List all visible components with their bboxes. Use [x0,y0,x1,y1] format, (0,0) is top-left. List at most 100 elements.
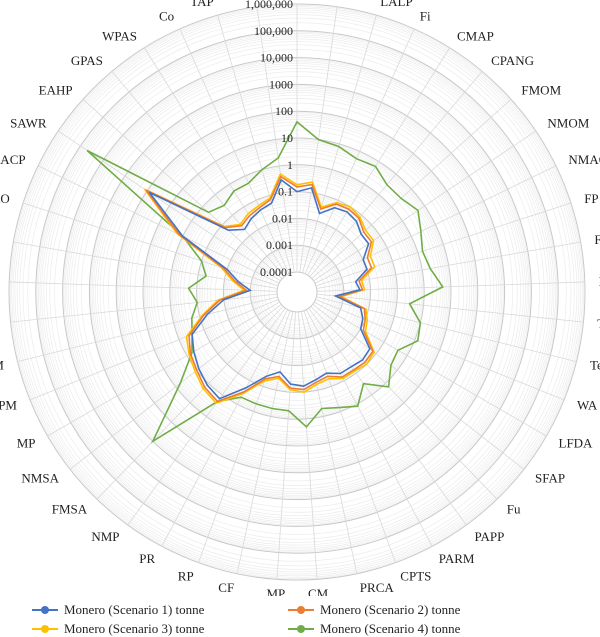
category-label: FMOM [521,82,561,97]
category-label: GPAS [71,53,103,68]
category-label: LALP [380,0,413,9]
tick-label: 100 [275,104,293,118]
category-label: NMAO [568,152,600,167]
category-label: PRCA [360,580,395,595]
category-label: MP [267,586,286,596]
grid-spoke [217,15,292,273]
grid-spoke [37,165,280,284]
series-line-scenario-1 [148,178,371,400]
grid-spoke [144,47,287,276]
grid-spoke [314,165,557,284]
category-label: FPR [594,232,600,247]
grid-spoke [306,309,433,547]
category-label: CPTS [400,568,431,583]
legend-swatch-scenario-4 [288,623,314,635]
tick-label: 100,000 [254,24,293,38]
category-label: Te [590,358,600,373]
grid-spoke [316,293,584,323]
legend-swatch-scenario-2 [288,604,314,616]
category-label: WPAS [102,28,137,43]
grid-spoke [303,310,396,563]
radial-axis-ticks: 0.0001 0.001 0.01 0.1 1 10 100 1000 10,000 100,00… [245,0,293,279]
category-label: NMOM [547,116,589,131]
tick-label: 10,000 [260,51,293,65]
category-label: LFDA [559,436,594,451]
category-labels: CCFoLALPFiCMAPCPANGFMOMNMOMNMAOFPFPRBeTP… [0,0,600,596]
legend-label-scenario-1: Monero (Scenario 1) tonne [64,602,205,617]
grid-spoke [17,296,278,363]
grid-spoke [316,241,581,289]
grid-spoke [311,98,512,279]
legend-item-scenario-1[interactable]: Monero (Scenario 1) tonne [32,602,204,618]
grid-spoke [161,309,288,547]
category-label: IMAO [0,191,10,206]
category-label: FP [584,191,598,206]
grid-spoke [82,98,283,279]
category-label: Be [599,274,600,289]
category-label: GPM [0,398,17,413]
category-label: Fu [507,502,521,517]
category-label: EAHP [39,82,73,97]
category-label: CF [218,580,234,595]
category-label: SAWR [10,116,47,131]
grid-spoke [307,47,450,276]
category-label: TP [597,316,600,331]
tick-label: 1000 [269,77,293,91]
grid-spoke [111,71,285,277]
tick-label: 1 [287,158,293,172]
category-label: PAPP [475,529,505,544]
category-label: PARM [439,551,475,566]
category-label: Co [159,9,174,24]
grid-spoke [312,303,525,470]
legend-item-scenario-2[interactable]: Monero (Scenario 2) tonne [288,602,460,618]
grid-spoke [314,301,547,437]
grid-spoke [308,307,467,526]
grid-spoke [127,307,286,526]
grid-spoke [9,281,278,292]
legend-item-scenario-4[interactable]: Monero (Scenario 4) tonne [288,621,460,637]
grid-spoke [309,71,483,277]
grid-spoke [297,311,318,580]
category-label: NMSA [21,470,59,485]
category-label: NMP [91,529,119,544]
tick-label: 0.0001 [260,265,293,279]
grid-spoke [29,299,279,401]
grid-spoke [96,306,284,500]
grid-spoke [69,303,282,470]
legend-swatch-scenario-1 [32,604,58,616]
grid-spoke [300,311,358,574]
category-label: Fi [420,9,431,24]
grid-spoke [179,28,290,274]
tick-label: 0.1 [278,185,293,199]
category-label: SFAP [535,470,565,485]
radar-grid [8,3,586,581]
grid-spoke [10,293,278,323]
radar-chart: 0.0001 0.001 0.01 0.1 1 10 100 1000 10,000 100,00… [0,0,600,596]
grid-spoke [302,15,377,273]
category-label: PR [139,551,155,566]
category-label: CMAP [457,28,494,43]
category-label: WA [577,398,598,413]
legend-item-scenario-3[interactable]: Monero (Scenario 3) tonne [32,621,204,637]
tick-label: 10 [281,131,293,145]
grid-spoke [198,310,291,563]
grid-spoke [310,306,498,500]
grid-spoke [315,202,572,287]
legend-swatch-scenario-3 [32,623,58,635]
legend-label-scenario-4: Monero (Scenario 4) tonne [320,621,461,636]
grid-spoke [47,301,280,437]
category-label: SPM [0,358,4,373]
tick-label: 1,000,000 [245,0,293,11]
category-label: CPANG [491,53,534,68]
grid-spoke [276,311,297,580]
category-label: AACP [0,152,26,167]
grid-spoke [304,28,415,274]
series-line-scenario-3 [143,172,376,405]
grid-spoke [22,202,279,287]
category-label: FMSA [52,502,88,517]
grid-spoke [256,6,295,273]
tick-label: 0.01 [272,211,293,225]
series-line-scenario-2 [145,175,374,403]
grid-spoke [236,311,294,574]
legend-label-scenario-3: Monero (Scenario 3) tonne [64,621,205,636]
